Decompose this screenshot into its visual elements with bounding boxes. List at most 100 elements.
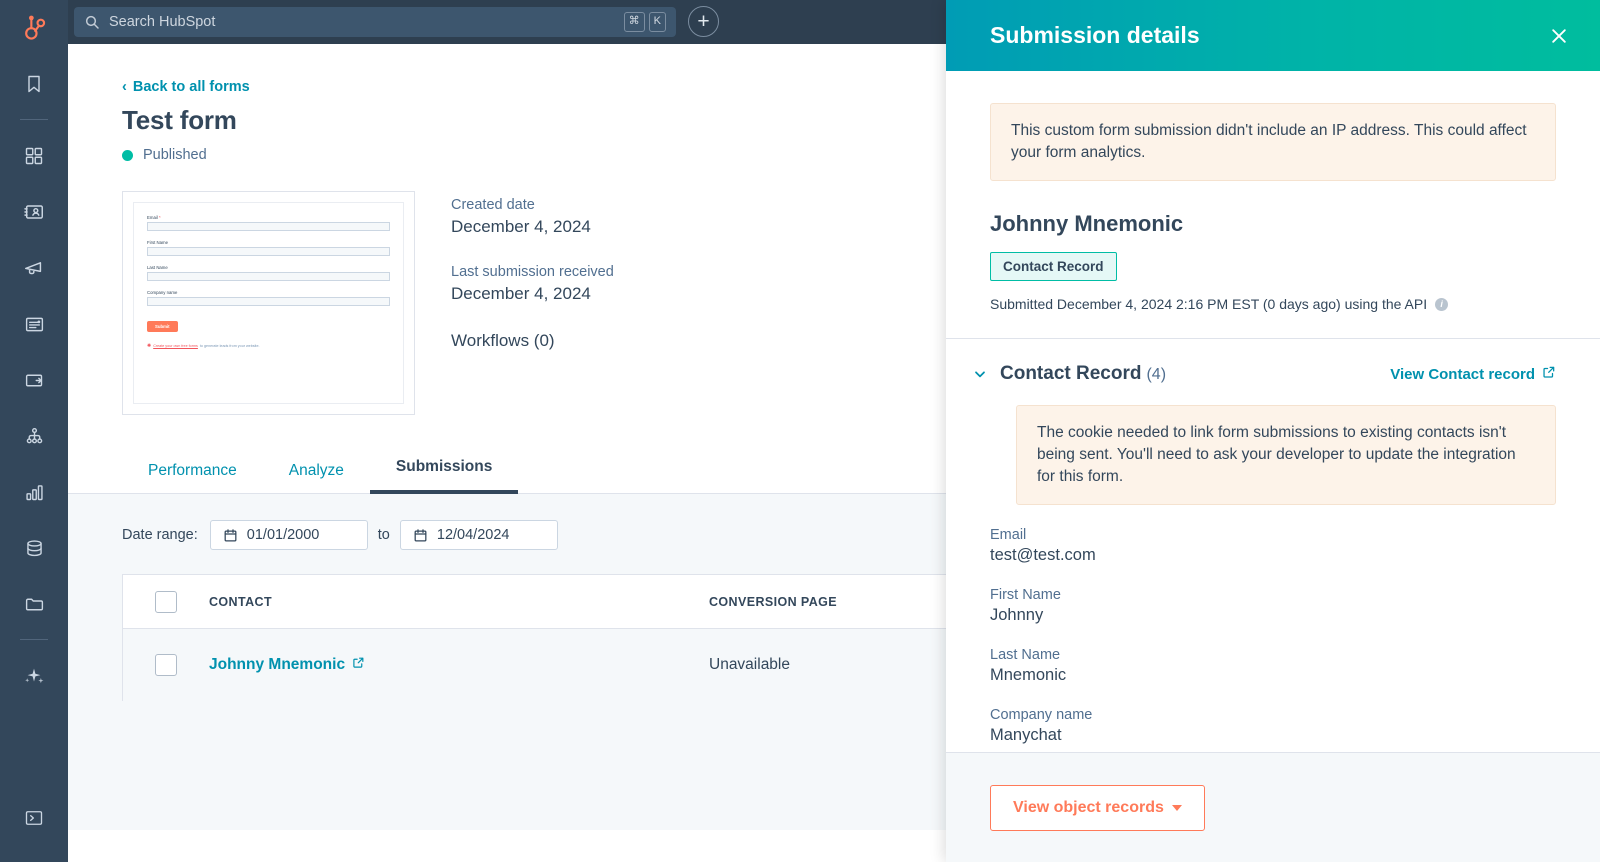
tab-submissions[interactable]: Submissions [369,448,519,494]
date-range-label: Date range: [122,527,198,543]
select-all-checkbox[interactable] [155,590,177,613]
grid-apps-icon[interactable] [12,134,56,178]
panel-footer: View object records [946,752,1600,862]
calendar-icon [223,528,238,543]
preview-field-label-email: Email * [147,215,161,220]
field-value-email: test@test.com [990,546,1096,564]
view-object-records-label: View object records [1013,798,1164,816]
contact-record-badge[interactable]: Contact Record [990,252,1117,281]
submission-details-panel: Submission details This custom form subm… [946,0,1600,862]
caret-down-icon [1171,804,1182,811]
rail-divider-top [20,119,48,120]
date-range-to-word: to [377,527,390,543]
meta-last-submission-label: Last submission received [451,264,614,280]
hubspot-sprocket-logo[interactable] [12,6,56,50]
preview-fine-print-link: Create your own free forms [153,344,198,348]
preview-field-label-last-name: Last Name [147,265,168,270]
section-title-label: Contact Record [1000,363,1142,384]
search-icon [84,14,100,30]
sparkle-ai-icon[interactable] [12,654,56,698]
field-label-last-name: Last Name [990,647,1061,663]
status-row: Published [122,147,1600,163]
panel-divider [946,338,1600,339]
column-header-contact[interactable]: CONTACT [209,594,272,609]
folder-icon[interactable] [12,582,56,626]
shortcut-key-k: K [648,12,666,32]
date-from-input[interactable]: 01/01/2000 [209,520,368,550]
contact-link[interactable]: Johnny Mnemonic [209,656,365,674]
org-tree-icon[interactable] [12,414,56,458]
contact-record-section-header: Contact Record (4) View Contact record [946,339,1600,385]
preview-field-input-last-name [147,272,390,281]
section-title: Contact Record (4) [1000,363,1166,385]
field-email: Email test@test.com [990,527,1600,565]
field-label-first-name: First Name [990,587,1061,603]
ip-address-warning: This custom form submission didn't inclu… [990,103,1556,181]
preview-field-input-email [147,222,390,231]
bar-chart-icon[interactable] [12,470,56,514]
panel-body[interactable]: This custom form submission didn't inclu… [946,71,1600,752]
preview-fine-print: ✺ Create your own free forms to generate… [147,343,390,349]
preview-field-input-first-name [147,247,390,256]
date-to-input[interactable]: 12/04/2024 [399,520,558,550]
date-to-value: 12/04/2024 [436,527,510,543]
workflows-label: Workflows (0) [451,331,555,350]
submitted-meta-line: Submitted December 4, 2024 2:16 PM EST (… [990,296,1600,312]
field-value-last-name: Mnemonic [990,666,1067,684]
row-checkbox[interactable] [155,654,177,676]
field-value-first-name: Johnny [990,606,1044,624]
section-title-group: Contact Record (4) [972,363,1166,385]
cell-conversion-page: Unavailable [709,656,790,673]
external-link-icon [352,656,365,674]
meta-created-label: Created date [451,197,535,213]
info-icon[interactable]: i [1435,297,1449,311]
shortcut-key-cmd: ⌘ [623,12,645,32]
date-from-value: 01/01/2000 [246,527,320,543]
contacts-card-icon[interactable] [12,190,56,234]
content-icon[interactable] [12,302,56,346]
submission-contact-name: Johnny Mnemonic [990,211,1184,236]
status-label: Published [143,147,207,163]
preview-fine-print-rest: to generate leads from your website. [199,344,260,348]
meta-created-date: Created date December 4, 2024 [451,197,614,237]
view-object-records-button[interactable]: View object records [990,784,1205,831]
content-tabs: Performance Analyze Submissions [68,447,1600,494]
close-icon[interactable] [1544,21,1574,51]
field-label-email: Email [990,527,1027,543]
megaphone-icon[interactable] [12,246,56,290]
row-select-cell [123,654,209,676]
tab-analyze[interactable]: Analyze [288,462,344,479]
search-input[interactable] [109,14,620,30]
date-range-row: Date range: 01/01/2000 to [122,520,1600,550]
external-link-icon [1542,365,1556,383]
view-contact-record-label: View Contact record [1390,365,1535,383]
column-header-conversion-page[interactable]: CONVERSION PAGE [709,594,838,609]
page-header: ‹ Back to all forms Test form Published [68,44,1600,163]
chevron-down-icon[interactable] [972,366,988,382]
tab-performance[interactable]: Performance [148,462,237,479]
chevron-left-icon: ‹ [122,79,127,95]
calendar-icon [413,528,428,543]
form-preview-thumbnail[interactable]: Email * First Name Last Name Company nam… [122,191,415,415]
back-link-label: Back to all forms [132,79,250,95]
create-new-button[interactable]: + [688,6,719,37]
status-dot [122,149,133,161]
database-icon[interactable] [12,526,56,570]
terminal-icon[interactable] [12,796,56,840]
global-search-box[interactable]: ⌘ K [74,7,676,37]
inbox-arrow-icon[interactable] [12,358,56,402]
view-contact-record-link[interactable]: View Contact record [1390,365,1556,383]
preview-field-label-company: Company name [147,290,178,295]
field-label-company-name: Company name [990,707,1093,723]
back-to-all-forms-link[interactable]: ‹ Back to all forms [122,79,250,95]
meta-last-submission-value: December 4, 2024 [451,284,591,303]
page-title: Test form [122,105,237,135]
field-company-name: Company name Manychat [990,707,1600,745]
left-nav-rail [0,0,68,862]
select-all-cell [123,590,209,613]
submitted-meta-text: Submitted December 4, 2024 2:16 PM EST (… [990,296,1428,312]
meta-last-submission: Last submission received December 4, 202… [451,264,614,304]
field-value-company-name: Manychat [990,726,1062,744]
rail-divider-bottom [20,639,48,640]
bookmark-icon[interactable] [12,62,56,106]
